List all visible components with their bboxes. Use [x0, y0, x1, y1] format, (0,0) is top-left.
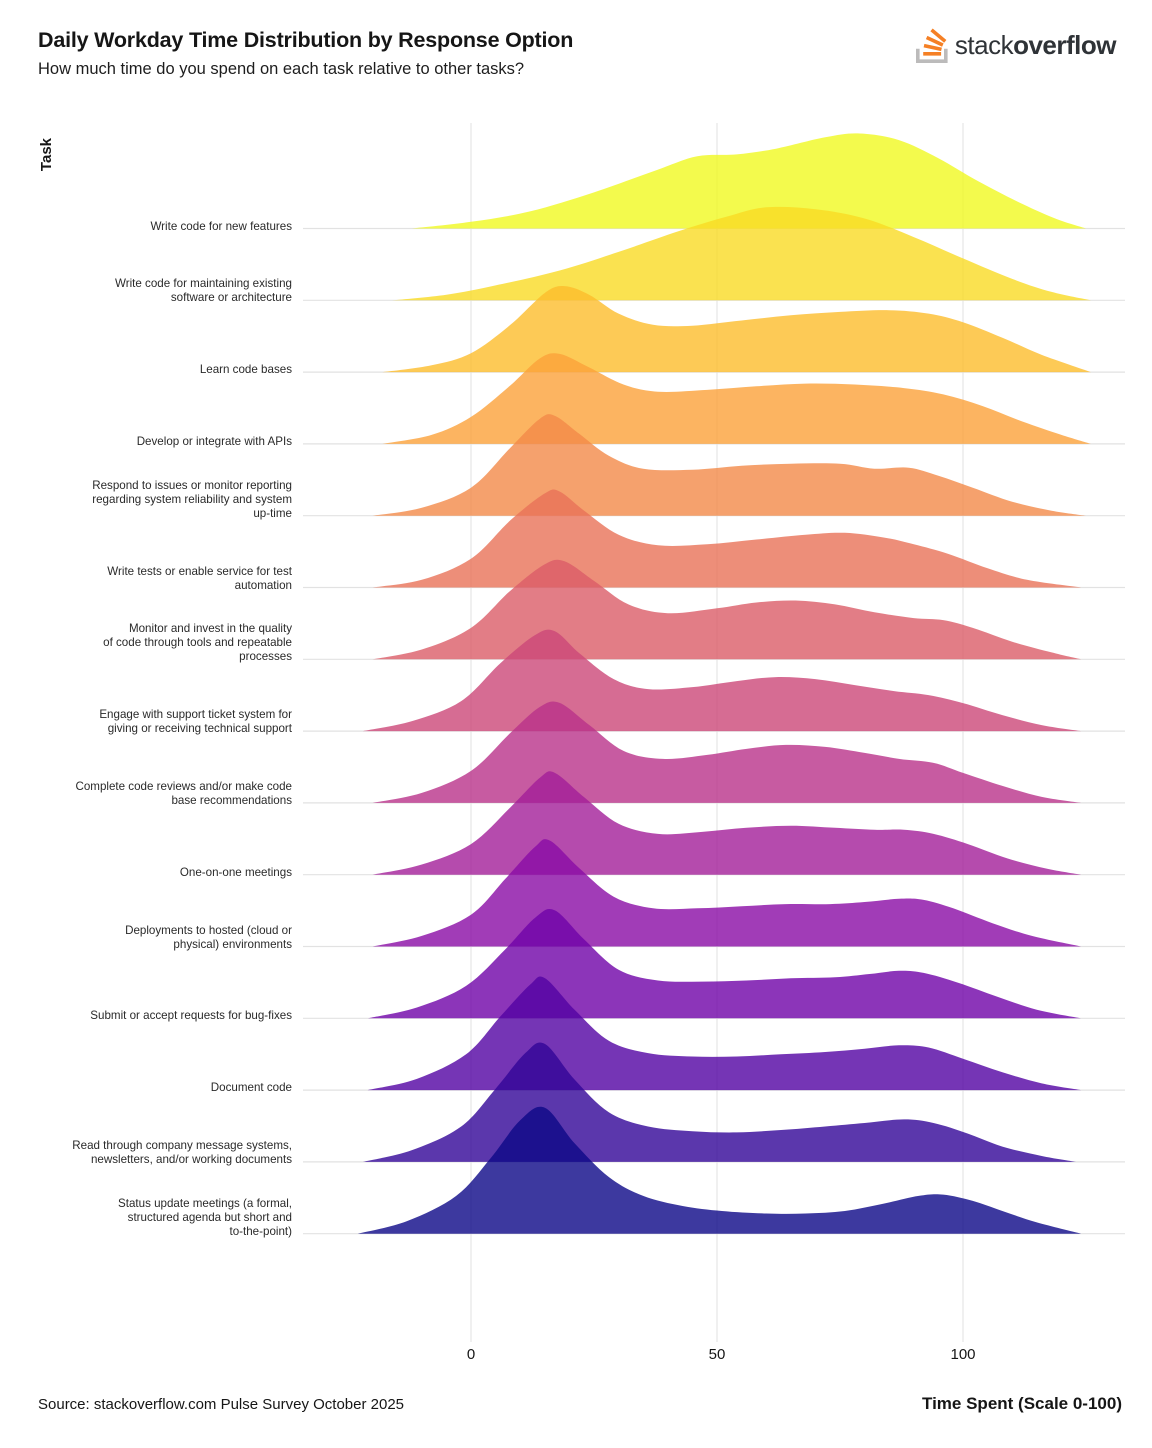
x-tick-label-100: 100: [950, 1346, 976, 1363]
task-label: Write code for maintaining existing softw…: [115, 277, 292, 305]
task-label: Engage with support ticket system for giv…: [99, 708, 292, 736]
task-label: Read through company message systems, new…: [72, 1138, 292, 1166]
task-label: Complete code reviews and/or make code ba…: [75, 779, 292, 807]
task-label: Deployments to hosted (cloud or physical)…: [125, 923, 292, 951]
task-label: Document code: [210, 1081, 292, 1095]
task-label: Status update meetings (a formal, structu…: [118, 1196, 292, 1238]
task-label: One-on-one meetings: [179, 865, 292, 879]
ridge-density-row-3: [382, 286, 1091, 373]
task-label: Learn code bases: [199, 363, 292, 377]
logo-word-stack: stack: [954, 30, 1014, 60]
stackoverflow-icon: [915, 28, 948, 63]
task-label: Write tests or enable service for test au…: [107, 564, 292, 592]
stackoverflow-wordmark: stackoverflow: [954, 30, 1117, 61]
source-note: Source: stackoverflow.com Pulse Survey O…: [38, 1396, 405, 1413]
task-label: Submit or accept requests for bug-fixes: [90, 1009, 292, 1023]
page-subtitle: How much time do you spend on each task …: [38, 60, 525, 78]
x-tick-label-0: 0: [466, 1346, 476, 1363]
stackoverflow-logo: stackoverflow: [915, 27, 1117, 64]
x-tick-label-50: 50: [708, 1346, 726, 1363]
ridge-density-row-15: [357, 1106, 1082, 1234]
task-label-column: Write code for new features Write code fo…: [0, 0, 292, 1448]
ridge-density-row-1: [412, 133, 1086, 229]
task-label: Develop or integrate with APIs: [136, 434, 292, 448]
ridge-density-row-2: [392, 206, 1091, 301]
task-label: Respond to issues or monitor reporting re…: [92, 478, 292, 520]
page-title: Daily Workday Time Distribution by Respo…: [38, 28, 574, 52]
x-axis-title: Time Spent (Scale 0-100): [922, 1394, 1122, 1413]
logo-word-overflow: overflow: [1013, 30, 1116, 60]
task-label: Write code for new features: [150, 219, 292, 233]
task-label: Monitor and invest in the quality of code…: [103, 622, 292, 664]
